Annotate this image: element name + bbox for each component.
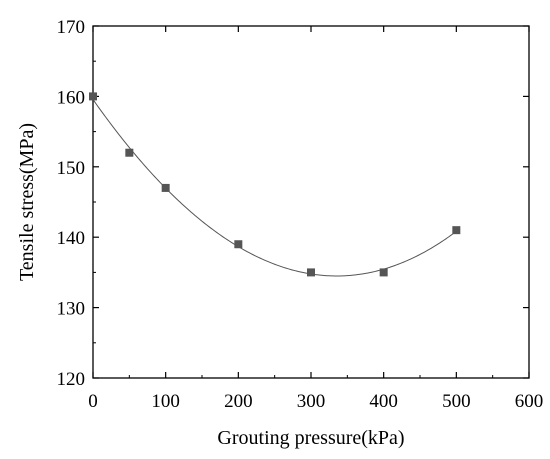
data-point xyxy=(452,226,461,235)
y-tick-label: 120 xyxy=(57,369,86,390)
data-points xyxy=(89,92,461,277)
y-axis-label: Tensile stress(MPa) xyxy=(16,123,38,281)
x-tick-label: 100 xyxy=(151,391,180,412)
x-tick-label: 0 xyxy=(88,391,98,412)
trend-curve xyxy=(92,99,457,277)
plot-frame xyxy=(92,25,530,379)
y-tick-label: 140 xyxy=(57,228,86,249)
x-tick-label: 200 xyxy=(224,391,253,412)
y-tick-label: 130 xyxy=(57,299,86,320)
x-tick-label: 300 xyxy=(297,391,326,412)
y-tick-label: 150 xyxy=(57,158,86,179)
x-tick-label: 400 xyxy=(369,391,398,412)
x-tick-label: 500 xyxy=(442,391,471,412)
data-point xyxy=(379,268,388,277)
data-point xyxy=(125,148,134,157)
y-tick-label: 160 xyxy=(57,87,86,108)
x-axis-label: Grouting pressure(kPa) xyxy=(217,427,404,449)
data-point xyxy=(89,92,97,101)
data-point xyxy=(234,240,243,249)
y-tick-label: 170 xyxy=(57,17,86,38)
y-axis-ticks: 120 130 140 150 160 170 xyxy=(57,17,529,390)
x-axis-ticks: 0 100 200 300 400 500 600 xyxy=(88,26,543,412)
data-point xyxy=(307,268,315,277)
data-point xyxy=(161,183,170,192)
x-tick-label: 600 xyxy=(515,391,544,412)
